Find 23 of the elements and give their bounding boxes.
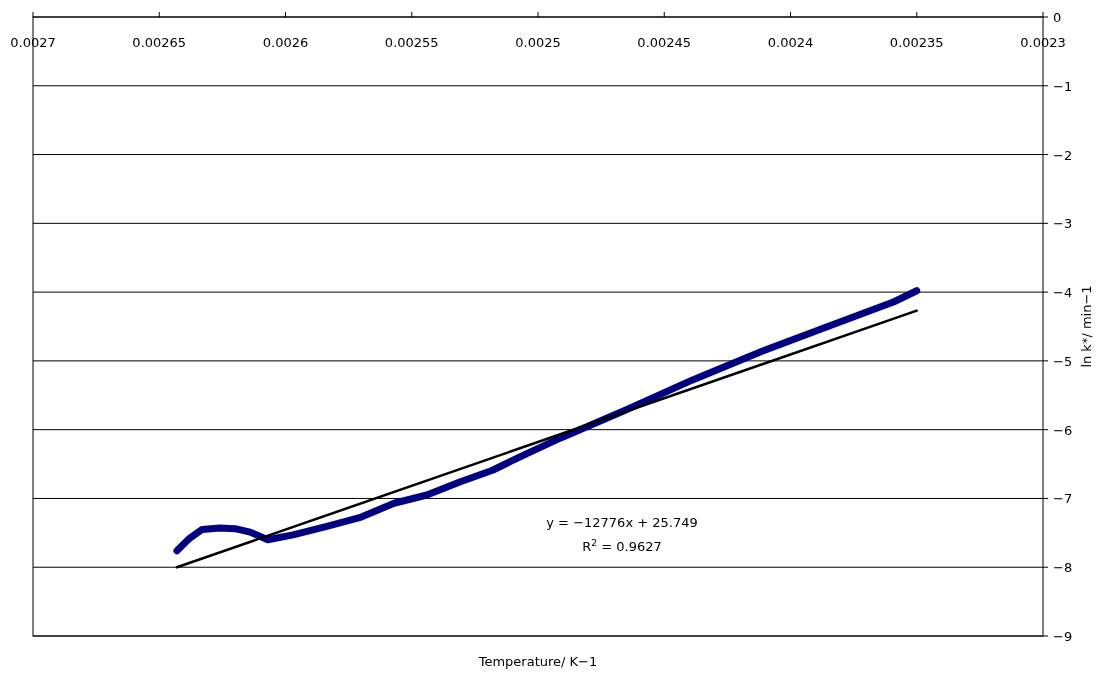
y-tick-label: −6 [1053, 422, 1073, 438]
x-tick-label: 0.00255 [384, 35, 439, 50]
y-tick-label: −3 [1053, 216, 1073, 232]
y-tick-label: −8 [1053, 560, 1073, 576]
x-tick-label: 0.0025 [515, 35, 561, 50]
y-tick-label: −7 [1053, 491, 1073, 507]
annotation: y = −12776x + 25.749 [546, 515, 698, 530]
x-axis-title: Temperature/ K−1 [477, 654, 598, 669]
y-tick-label: −4 [1053, 285, 1073, 301]
x-tick-label: 0.0023 [1020, 35, 1066, 50]
x-tick-label: 0.00265 [132, 35, 187, 50]
y-tick-label: 0 [1053, 10, 1062, 25]
x-tick-label: 0.0024 [767, 35, 814, 50]
x-tick-label: 0.0026 [262, 35, 309, 50]
y-tick-label: −9 [1053, 629, 1073, 644]
x-tick-label: 0.0027 [10, 35, 56, 50]
x-tick-label: 0.00235 [889, 35, 944, 50]
y-tick-label: −5 [1053, 353, 1073, 369]
y-tick-label: −1 [1053, 78, 1073, 94]
y-axis-title: ln k*/ min−1 [1079, 285, 1094, 368]
annotation: R$^{2}$ = 0.9627 [582, 538, 662, 554]
y-tick-label: −2 [1053, 147, 1073, 163]
x-tick-label: 0.00245 [637, 35, 692, 50]
